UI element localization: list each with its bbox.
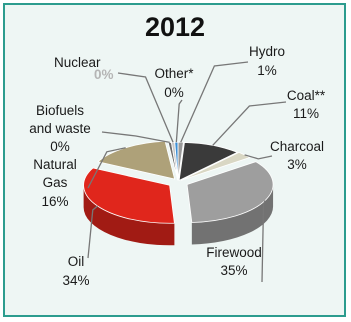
leader-line <box>87 205 98 259</box>
pie-slice-natural <box>97 140 176 180</box>
label-nuclear-value: 0% <box>94 67 114 82</box>
label-nuclear-name: Nuclear <box>54 55 101 70</box>
label-coal-value: 11% <box>293 106 319 121</box>
leader-line <box>87 147 126 189</box>
leader-line <box>212 101 287 146</box>
leader-line <box>101 131 170 144</box>
pie-slice-side <box>191 184 274 245</box>
label-biofuels-value: 0% <box>50 139 70 154</box>
label-charcoal-value: 3% <box>287 157 307 172</box>
label-firewood-value: 35% <box>220 263 247 278</box>
label-oil-name: Oil <box>68 254 85 269</box>
label-oil-value: 34% <box>62 273 89 288</box>
label-natural-gas-value: 16% <box>41 194 68 209</box>
label-natural-gas-name: Natural <box>33 157 77 172</box>
pie-slice-side <box>83 185 175 246</box>
label-firewood-name: Firewood <box>206 245 262 260</box>
label-coal-name: Coal** <box>287 88 326 103</box>
leader-line <box>175 99 183 143</box>
pie-slice-oil <box>83 167 175 224</box>
label-other-name: Other* <box>154 66 194 81</box>
label-other-value: 0% <box>164 85 184 100</box>
leader-line <box>261 200 266 283</box>
label-hydro-name: Hydro <box>249 44 285 59</box>
leader-line <box>244 154 273 160</box>
label-charcoal-name: Charcoal <box>270 139 324 154</box>
label-biofuels-sub: and waste <box>29 121 91 136</box>
pie-slice-charcoal <box>180 151 251 181</box>
label-biofuels-name: Biofuels <box>36 103 84 118</box>
leader-line <box>180 61 249 143</box>
leader-line <box>117 72 174 143</box>
leader-lines <box>87 61 287 283</box>
pie-slices <box>83 140 274 246</box>
label-hydro-value: 1% <box>257 63 277 78</box>
chart-title: 2012 <box>145 12 205 42</box>
label-natural-gas-sub: Gas <box>43 175 68 190</box>
